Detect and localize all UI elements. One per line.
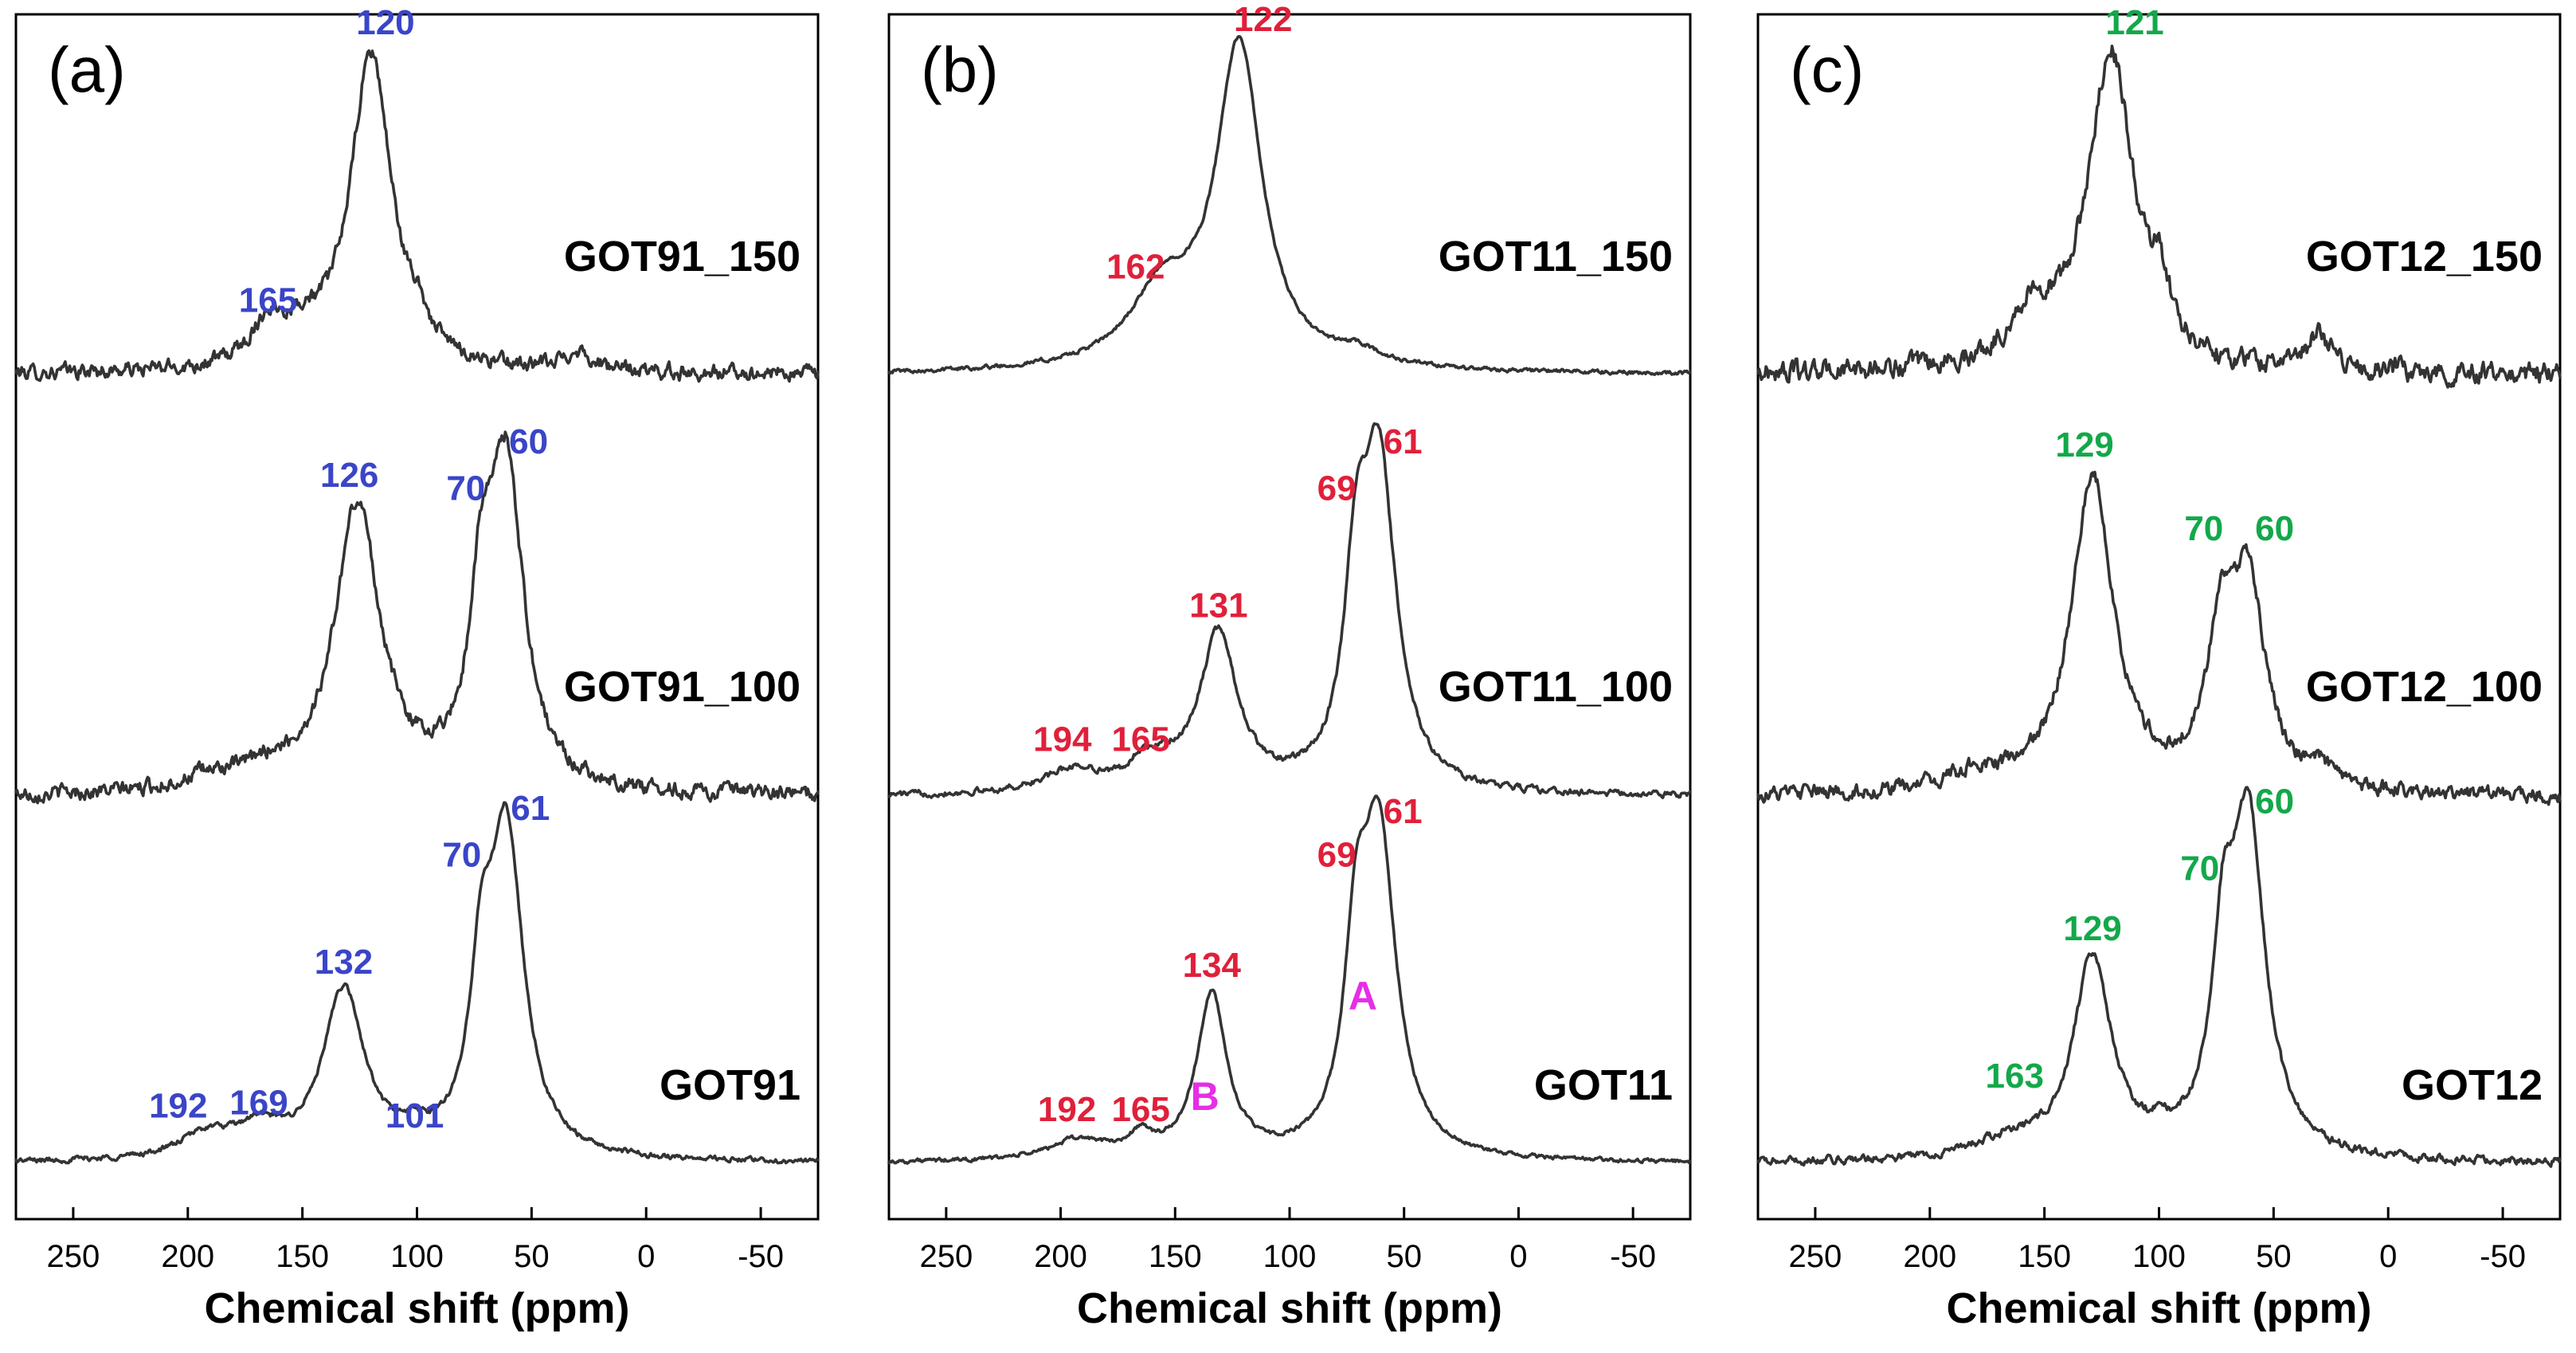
x-tick-label: 200 <box>1034 1239 1087 1274</box>
panel-frame <box>887 13 1692 1221</box>
x-tick-label: 50 <box>2256 1239 2292 1274</box>
peak-label: 69 <box>1317 836 1357 875</box>
spectrum-GOT11_100 <box>887 422 1692 800</box>
x-tick-label: 0 <box>1509 1239 1527 1274</box>
peak-label: 126 <box>320 456 378 495</box>
sample-label: GOT91_150 <box>564 233 801 280</box>
panel-c: (c) 250 200 150 100 50 0 -50 Chemical shift (ppm… <box>1756 3 2562 1332</box>
x-tick-label: 50 <box>514 1239 550 1274</box>
peak-label: 163 <box>1986 1057 2044 1096</box>
peak-label: 60 <box>509 422 548 461</box>
spectrum-GOT91_150 <box>14 49 820 383</box>
x-tick-label: 250 <box>47 1239 100 1274</box>
x-tick-label: 250 <box>919 1239 973 1274</box>
peak-label: 69 <box>1317 469 1357 508</box>
spectrum-GOT12 <box>1756 786 2562 1168</box>
peak-label: 131 <box>1189 586 1247 626</box>
peak-label: 132 <box>315 943 373 982</box>
spectrum-GOT12_100 <box>1756 470 2562 806</box>
x-tick-label: 150 <box>2018 1239 2071 1274</box>
peak-label: 122 <box>1234 0 1292 39</box>
sample-label: GOT91 <box>660 1061 801 1109</box>
x-tick-label: 0 <box>2379 1239 2397 1274</box>
panel-a: (a) 250 200 150 100 50 0 -50 Chemical shift (ppm… <box>14 3 820 1332</box>
peak-label: 70 <box>442 836 481 875</box>
sample-label: GOT12_150 <box>2306 233 2543 280</box>
peak-label: 60 <box>2255 782 2294 821</box>
peak-label: 61 <box>1384 792 1423 831</box>
panel-b: (b) 250 200 150 100 50 0 -50 Chemical shift (ppm… <box>887 0 1692 1332</box>
panel-letter: (b) <box>921 34 999 105</box>
peak-label: 192 <box>1038 1090 1096 1129</box>
x-tick-label: 100 <box>2132 1239 2186 1274</box>
peak-label: 162 <box>1106 248 1165 287</box>
peak-label: 70 <box>2180 849 2219 888</box>
peak-label: 194 <box>1033 720 1092 759</box>
x-tick-label: -50 <box>1610 1239 1656 1274</box>
x-axis-title: Chemical shift (ppm) <box>204 1284 629 1332</box>
spectrum-GOT91 <box>14 801 820 1165</box>
region-annotation: B <box>1191 1074 1219 1119</box>
peak-label: 169 <box>229 1083 288 1122</box>
peak-label: 121 <box>2105 3 2163 42</box>
x-tick-label: 0 <box>637 1239 655 1274</box>
peak-label: 129 <box>2063 909 2121 948</box>
peak-label: 101 <box>386 1096 444 1135</box>
peak-label: 165 <box>1111 1090 1169 1129</box>
sample-label: GOT11_150 <box>1439 233 1673 280</box>
sample-label: GOT11 <box>1534 1061 1673 1109</box>
peak-label: 60 <box>2255 509 2294 548</box>
x-axis-title: Chemical shift (ppm) <box>1946 1284 2371 1332</box>
sample-label: GOT12_100 <box>2306 663 2543 711</box>
peak-label: 61 <box>1384 422 1423 461</box>
x-axis-title: Chemical shift (ppm) <box>1077 1284 1502 1332</box>
x-tick-label: 100 <box>1263 1239 1317 1274</box>
peak-label: 61 <box>511 789 550 828</box>
x-tick-label: 250 <box>1789 1239 1842 1274</box>
spectrum-GOT12_150 <box>1756 44 2562 389</box>
x-tick-label: -50 <box>738 1239 784 1274</box>
panel-letter: (a) <box>48 34 126 105</box>
peak-label: 70 <box>2184 509 2223 548</box>
spectrum-GOT11_150 <box>887 34 1692 377</box>
peak-label: 120 <box>356 3 414 42</box>
x-tick-label: 200 <box>161 1239 214 1274</box>
x-tick-label: -50 <box>2480 1239 2526 1274</box>
panel-frame <box>1756 13 2562 1221</box>
region-annotation: A <box>1349 974 1377 1018</box>
sample-label: GOT12 <box>2402 1061 2543 1109</box>
peak-label: 165 <box>239 281 297 320</box>
peak-label: 129 <box>2055 426 2113 465</box>
spectrum-GOT91_100 <box>14 430 820 805</box>
peak-label: 134 <box>1183 946 1242 985</box>
x-tick-label: 200 <box>1903 1239 1956 1274</box>
sample-label: GOT11_100 <box>1439 663 1673 711</box>
x-tick-label: 50 <box>1386 1239 1422 1274</box>
peak-label: 70 <box>446 469 485 508</box>
peak-label: 192 <box>149 1087 207 1126</box>
spectrum-GOT11 <box>887 794 1692 1165</box>
peak-label: 165 <box>1111 720 1169 759</box>
x-tick-label: 150 <box>1149 1239 1202 1274</box>
panel-letter: (c) <box>1790 34 1864 105</box>
panel-frame <box>14 13 820 1221</box>
x-tick-label: 150 <box>276 1239 329 1274</box>
sample-label: GOT91_100 <box>564 663 801 711</box>
x-tick-label: 100 <box>390 1239 444 1274</box>
